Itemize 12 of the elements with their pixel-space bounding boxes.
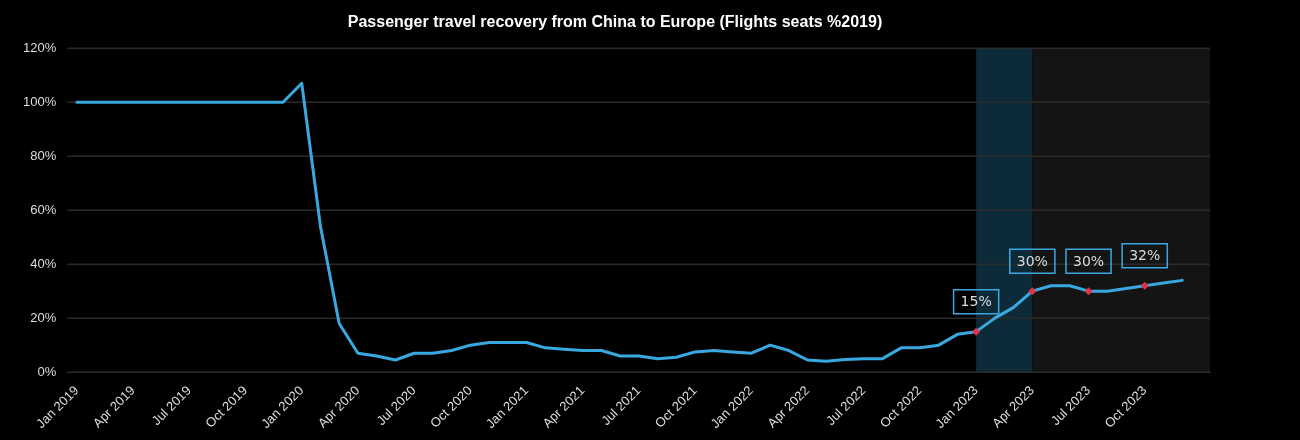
y-tick-label: 0% <box>37 363 57 379</box>
annotation: 15% <box>960 293 992 310</box>
y-tick-label: 60% <box>30 201 57 217</box>
annotation: 30% <box>1016 252 1048 269</box>
y-tick-label: 40% <box>30 255 57 271</box>
y-tick-label: 120% <box>23 39 57 55</box>
y-tick-label: 20% <box>30 309 57 325</box>
y-tick-label: 80% <box>30 147 57 163</box>
annotation: 32% <box>1129 247 1161 264</box>
annotation: 30% <box>1072 252 1105 269</box>
chart-title: Passenger travel recovery from China to Europe (Flights seats %2019) <box>347 13 883 31</box>
y-tick-label: 100% <box>23 93 57 109</box>
